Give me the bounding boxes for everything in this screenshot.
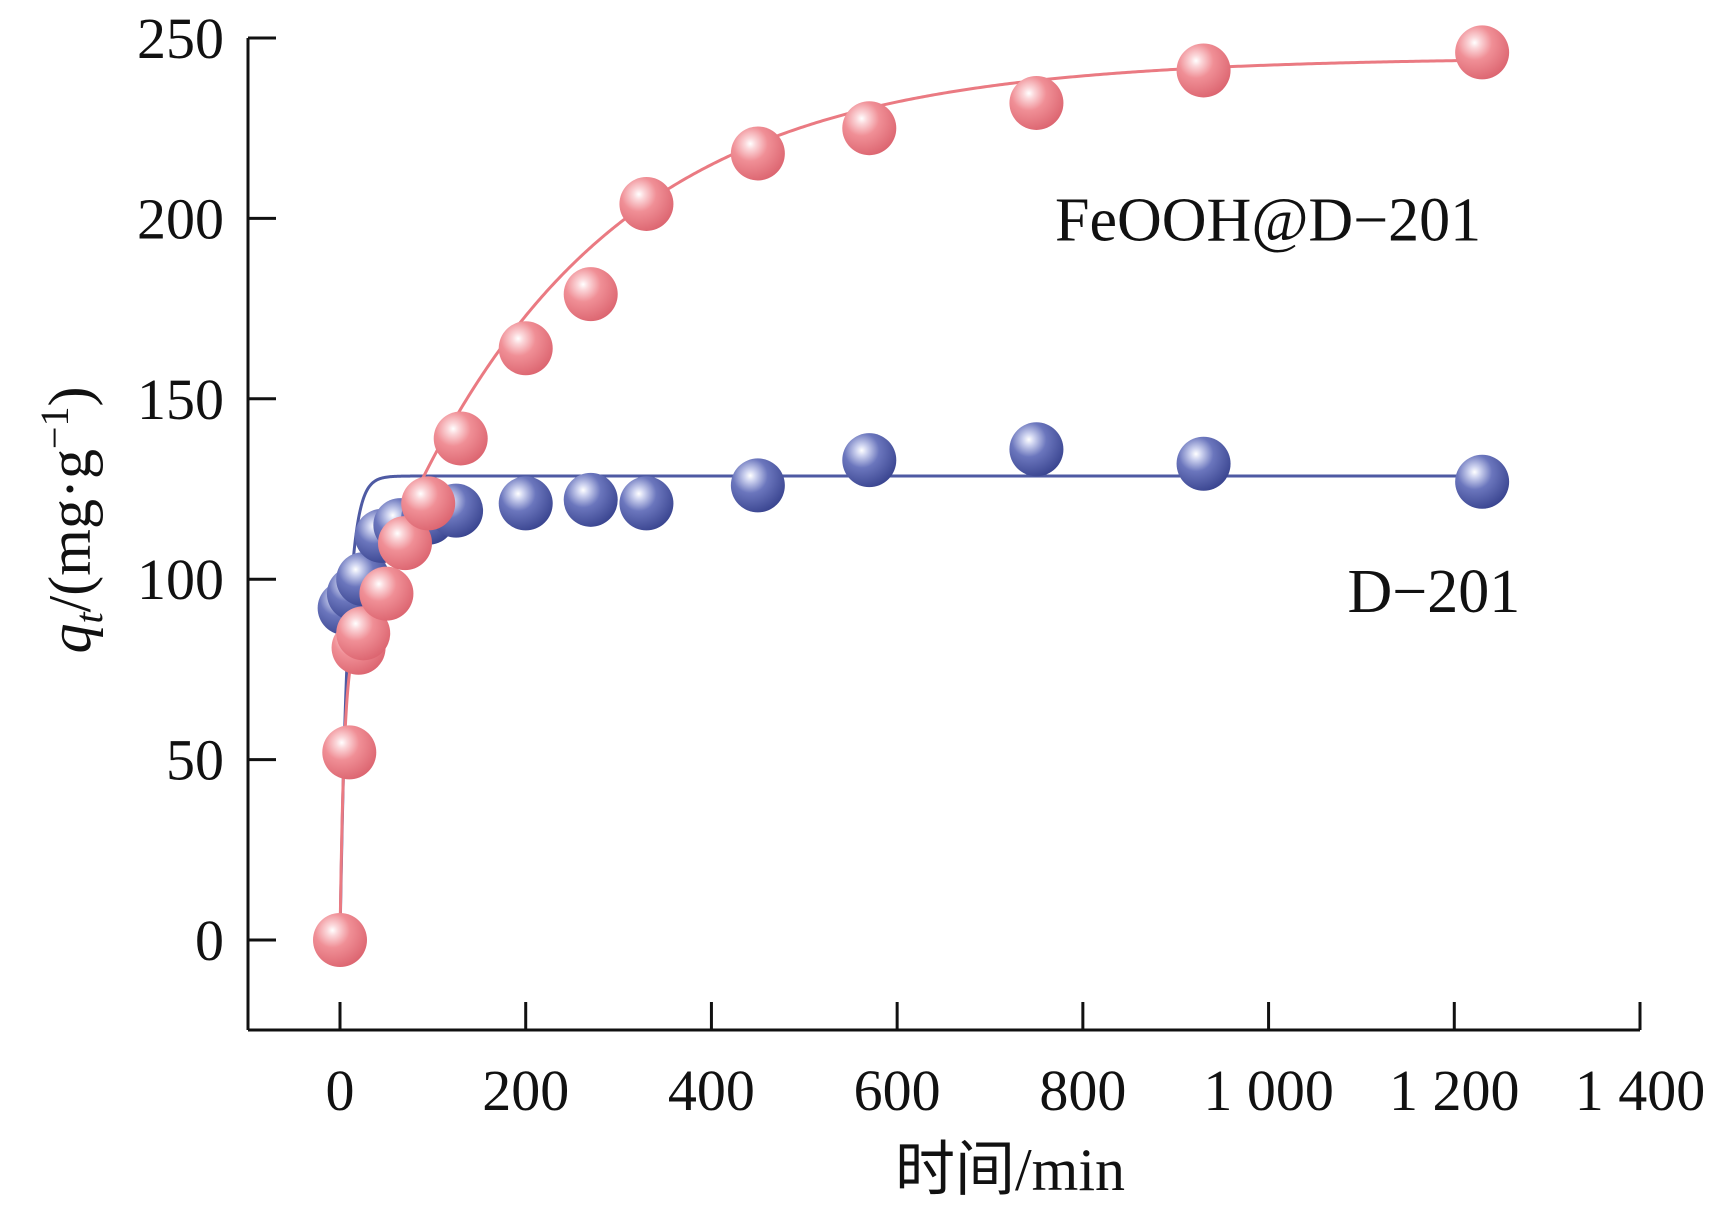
y-axis-title-subscript: t	[66, 611, 111, 623]
data-point-series-0-12	[1009, 422, 1064, 477]
data-point-series-1-0	[313, 913, 367, 967]
y-axis-title: qt/(mg·g−1)	[32, 387, 111, 654]
x-tick-label-400: 400	[668, 1058, 755, 1123]
data-point-series-1-13	[1009, 75, 1064, 130]
y-axis-ticks: 0 50 100 150 200 250	[137, 6, 276, 973]
data-point-series-0-14	[1455, 454, 1510, 509]
data-point-series-1-5	[378, 516, 432, 571]
x-tick-label-600: 600	[854, 1058, 941, 1123]
data-point-series-1-15	[1455, 25, 1510, 80]
data-point-series-1-14	[1176, 43, 1231, 98]
data-point-series-1-11	[730, 126, 785, 181]
data-point-series-1-7	[433, 411, 488, 466]
data-markers	[313, 25, 1510, 967]
data-point-series-0-9	[619, 476, 674, 531]
y-axis-title-symbol: q	[37, 623, 103, 653]
x-tick-label-1000: 1 000	[1203, 1058, 1334, 1123]
fit-curve-series-0	[338, 474, 1473, 941]
data-point-series-1-10	[619, 176, 674, 231]
y-tick-label-100: 100	[137, 547, 224, 612]
data-point-series-1-3	[336, 606, 391, 661]
series-label-d201: D−201	[1348, 558, 1521, 626]
data-point-series-1-12	[842, 101, 897, 156]
y-axis-title-superscript: −1	[32, 406, 77, 449]
data-point-series-1-1	[322, 725, 377, 780]
data-point-series-0-11	[842, 433, 897, 488]
data-point-series-1-9	[563, 267, 618, 322]
x-axis-ticks: 0 200 400 600 800 1 000 1 200 1 400	[326, 1002, 1706, 1123]
y-tick-label-0: 0	[195, 908, 224, 973]
data-point-series-1-6	[401, 476, 456, 531]
y-tick-label-150: 150	[137, 367, 224, 432]
data-point-series-0-7	[498, 476, 553, 531]
data-point-series-1-4	[359, 566, 414, 621]
series-label-feooh-d201: FeOOH@D−201	[1055, 186, 1481, 254]
x-tick-label-0: 0	[326, 1058, 355, 1123]
y-axis-title-close: )	[37, 387, 103, 407]
data-point-series-0-10	[730, 458, 785, 513]
x-tick-label-1400: 1 400	[1575, 1058, 1706, 1123]
y-tick-label-200: 200	[137, 186, 224, 251]
x-tick-label-1200: 1 200	[1389, 1058, 1520, 1123]
data-point-series-0-13	[1176, 436, 1231, 491]
data-point-series-1-8	[498, 321, 553, 376]
x-tick-label-800: 800	[1039, 1058, 1126, 1123]
y-axis-title-unit: /(mg·g	[37, 449, 103, 612]
x-tick-label-200: 200	[482, 1058, 569, 1123]
data-point-series-0-8	[563, 472, 618, 527]
y-tick-label-250: 250	[137, 6, 224, 71]
y-tick-label-50: 50	[166, 728, 224, 793]
x-axis-title: 时间/min	[895, 1137, 1125, 1203]
